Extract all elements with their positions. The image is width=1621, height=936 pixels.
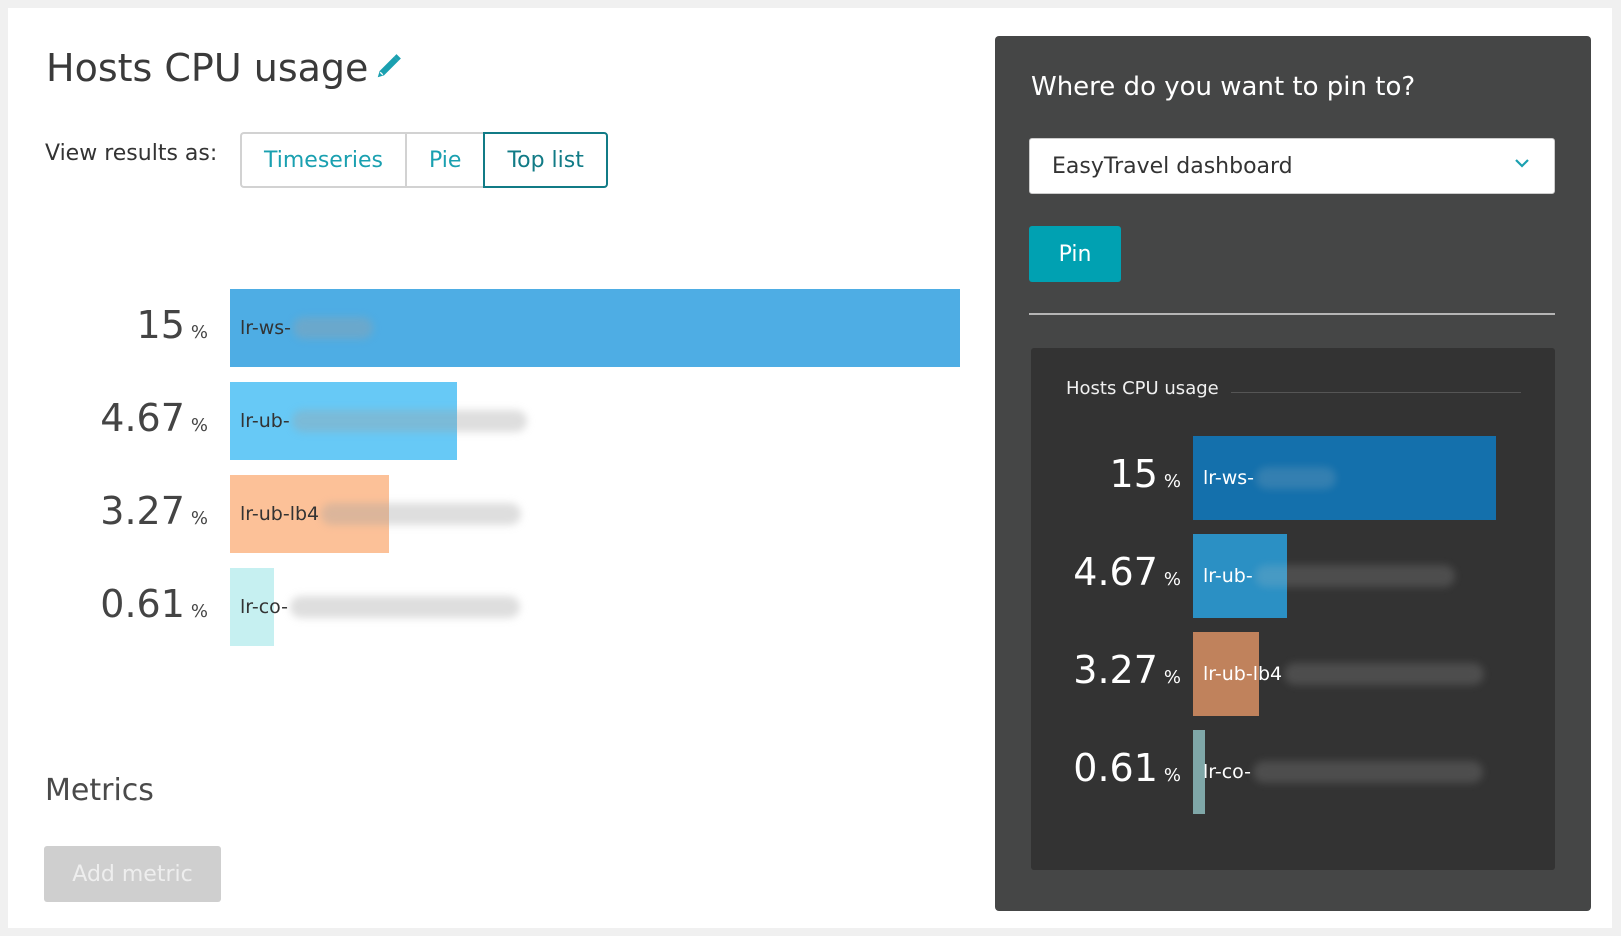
preview-value: 15% bbox=[1031, 436, 1181, 520]
preview-host-name: lr-ws- bbox=[1203, 467, 1255, 489]
top-list-value: 0.61% bbox=[8, 568, 208, 646]
preview-bar-label: lr-ub- bbox=[1203, 534, 1455, 618]
host-name: lr-ub-lb4 bbox=[240, 503, 320, 525]
top-list-bar-label: lr-co- bbox=[240, 568, 521, 646]
panel-divider bbox=[1029, 313, 1555, 315]
preview-bar bbox=[1193, 730, 1206, 814]
preview-bar bbox=[1193, 534, 1288, 618]
view-option-timeseries[interactable]: Timeseries bbox=[240, 132, 405, 188]
pin-button[interactable]: Pin bbox=[1029, 226, 1121, 282]
edit-pencil-icon[interactable] bbox=[374, 46, 404, 90]
page-title-text: Hosts CPU usage bbox=[46, 46, 369, 90]
preview-value: 0.61% bbox=[1031, 730, 1181, 814]
preview-value-unit: % bbox=[1163, 667, 1181, 688]
page-title: Hosts CPU usage bbox=[46, 46, 404, 90]
preview-bar-label: lr-ws- bbox=[1203, 436, 1337, 520]
metrics-heading: Metrics bbox=[45, 773, 154, 808]
redacted-host-suffix bbox=[1254, 565, 1455, 587]
redacted-host-suffix bbox=[321, 503, 522, 525]
preview-value-unit: % bbox=[1163, 569, 1181, 590]
preview-value-number: 15 bbox=[1109, 452, 1158, 496]
preview-host-name: lr-ub- bbox=[1203, 565, 1253, 587]
host-name: lr-ub- bbox=[240, 410, 290, 432]
preview-value-unit: % bbox=[1163, 765, 1181, 786]
top-list-bar-label: lr-ub-lb4 bbox=[240, 475, 522, 553]
view-results-label: View results as: bbox=[45, 141, 218, 166]
preview-title-rule bbox=[1231, 392, 1521, 393]
redacted-host-suffix bbox=[293, 317, 374, 339]
pin-panel: Where do you want to pin to? EasyTravel … bbox=[995, 36, 1591, 911]
redacted-host-suffix bbox=[1256, 467, 1337, 489]
top-list-bar-label: lr-ub- bbox=[240, 382, 527, 460]
view-option-top-list[interactable]: Top list bbox=[483, 132, 608, 188]
pin-panel-title: Where do you want to pin to? bbox=[1031, 72, 1416, 102]
preview-bar bbox=[1193, 436, 1496, 520]
top-list-bar[interactable] bbox=[230, 568, 274, 646]
redacted-host-suffix bbox=[290, 596, 521, 618]
host-name: lr-co- bbox=[240, 596, 289, 618]
value-unit: % bbox=[190, 508, 208, 529]
view-option-pie[interactable]: Pie bbox=[405, 132, 484, 188]
redacted-host-suffix bbox=[291, 410, 527, 432]
top-list-bar-label: lr-ws- bbox=[240, 289, 374, 367]
preview-bar bbox=[1193, 632, 1260, 716]
preview-host-name: lr-ub-lb4 bbox=[1203, 663, 1283, 685]
value-number: 3.27 bbox=[100, 489, 185, 533]
view-type-selector: Timeseries Pie Top list bbox=[240, 132, 608, 188]
preview-value-number: 3.27 bbox=[1073, 648, 1158, 692]
dashboard-dropdown-value: EasyTravel dashboard bbox=[1052, 153, 1293, 179]
preview-value: 3.27% bbox=[1031, 632, 1181, 716]
chevron-down-icon bbox=[1512, 153, 1532, 179]
top-list-value: 4.67% bbox=[8, 382, 208, 460]
value-number: 15 bbox=[136, 303, 185, 347]
preview-value: 4.67% bbox=[1031, 534, 1181, 618]
redacted-host-suffix bbox=[1253, 761, 1484, 783]
top-list-value: 3.27% bbox=[8, 475, 208, 553]
preview-bar-label: lr-ub-lb4 bbox=[1203, 632, 1485, 716]
value-number: 0.61 bbox=[100, 582, 185, 626]
value-unit: % bbox=[190, 415, 208, 436]
tile-preview: Hosts CPU usage 15% lr-ws- 4.67% lr-ub- 3.27… bbox=[1031, 348, 1555, 870]
top-list-value: 15% bbox=[8, 289, 208, 367]
value-number: 4.67 bbox=[100, 396, 185, 440]
value-unit: % bbox=[190, 322, 208, 343]
host-name: lr-ws- bbox=[240, 317, 292, 339]
preview-value-number: 0.61 bbox=[1073, 746, 1158, 790]
preview-host-name: lr-co- bbox=[1203, 761, 1252, 783]
value-unit: % bbox=[190, 601, 208, 622]
top-list-bar[interactable] bbox=[230, 382, 458, 460]
preview-bar-label: lr-co- bbox=[1203, 730, 1484, 814]
preview-value-unit: % bbox=[1163, 471, 1181, 492]
redacted-host-suffix bbox=[1284, 663, 1485, 685]
top-list-bar[interactable] bbox=[230, 289, 960, 367]
preview-value-number: 4.67 bbox=[1073, 550, 1158, 594]
dashboard-dropdown[interactable]: EasyTravel dashboard bbox=[1029, 138, 1555, 194]
add-metric-button[interactable]: Add metric bbox=[44, 846, 221, 902]
preview-title: Hosts CPU usage bbox=[1066, 378, 1219, 399]
top-list-bar[interactable] bbox=[230, 475, 390, 553]
